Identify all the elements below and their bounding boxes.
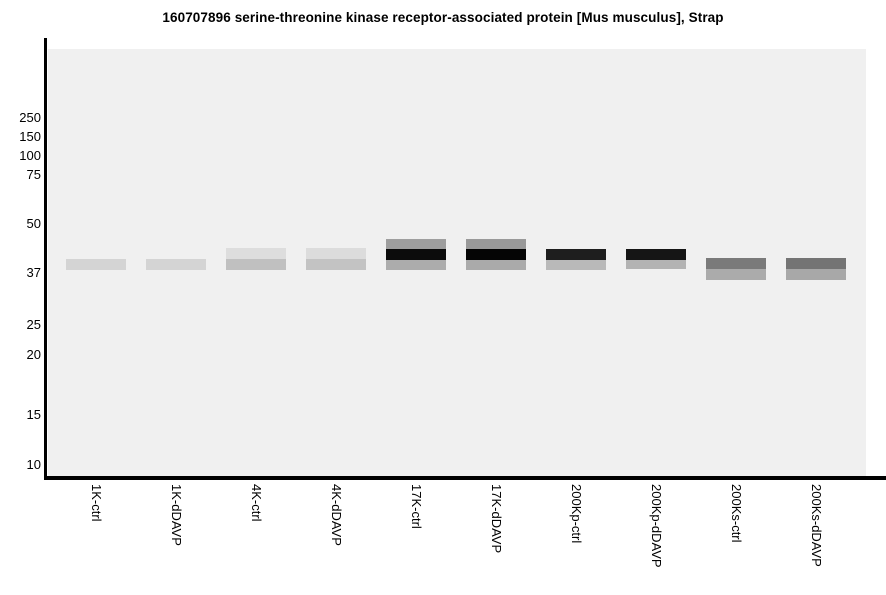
gel-band	[786, 269, 846, 280]
y-axis-tick-label: 15	[26, 407, 41, 422]
gel-band	[546, 249, 606, 260]
y-axis-tick-label: 100	[19, 148, 41, 163]
gel-band	[386, 260, 446, 270]
gel-band	[386, 239, 446, 249]
lane-label: 17K-ctrl	[409, 484, 424, 529]
y-axis-tick-label: 75	[26, 167, 41, 182]
gel-band	[386, 249, 446, 260]
lane-label: 4K-dDAVP	[329, 484, 344, 546]
lane-label: 1K-ctrl	[89, 484, 104, 522]
y-axis-tick-label: 10	[26, 457, 41, 472]
lane-label: 1K-dDAVP	[169, 484, 184, 546]
chart-title: 160707896 serine-threonine kinase recept…	[162, 10, 724, 25]
x-axis-line	[44, 476, 886, 480]
y-axis-tick-label: 150	[19, 129, 41, 144]
gel-band	[706, 258, 766, 269]
lane-label: 200Ks-ctrl	[729, 484, 744, 543]
gel-band	[466, 260, 526, 270]
y-axis-tick-label: 37	[26, 265, 41, 280]
y-axis-tick-label: 250	[19, 110, 41, 125]
lane-label: 200Ks-dDAVP	[809, 484, 824, 567]
lane-label: 200Kp-dDAVP	[649, 484, 664, 568]
gel-band	[66, 259, 126, 270]
gel-band	[786, 258, 846, 269]
lane-label: 200Kp-ctrl	[569, 484, 584, 544]
gel-band	[706, 269, 766, 280]
y-axis-tick-label: 50	[26, 216, 41, 231]
y-axis-tick-label: 20	[26, 347, 41, 362]
gel-band	[146, 259, 206, 270]
gel-band	[306, 259, 366, 270]
gel-band	[466, 249, 526, 260]
gel-band	[626, 249, 686, 260]
gel-band	[546, 260, 606, 270]
y-axis-tick-label: 25	[26, 317, 41, 332]
gel-band	[466, 239, 526, 249]
y-axis-line	[44, 38, 47, 479]
lane-label: 4K-ctrl	[249, 484, 264, 522]
lane-label: 17K-dDAVP	[489, 484, 504, 554]
gel-band	[626, 260, 686, 269]
gel-band	[226, 259, 286, 270]
gel-band	[226, 248, 286, 259]
gel-band	[306, 248, 366, 259]
